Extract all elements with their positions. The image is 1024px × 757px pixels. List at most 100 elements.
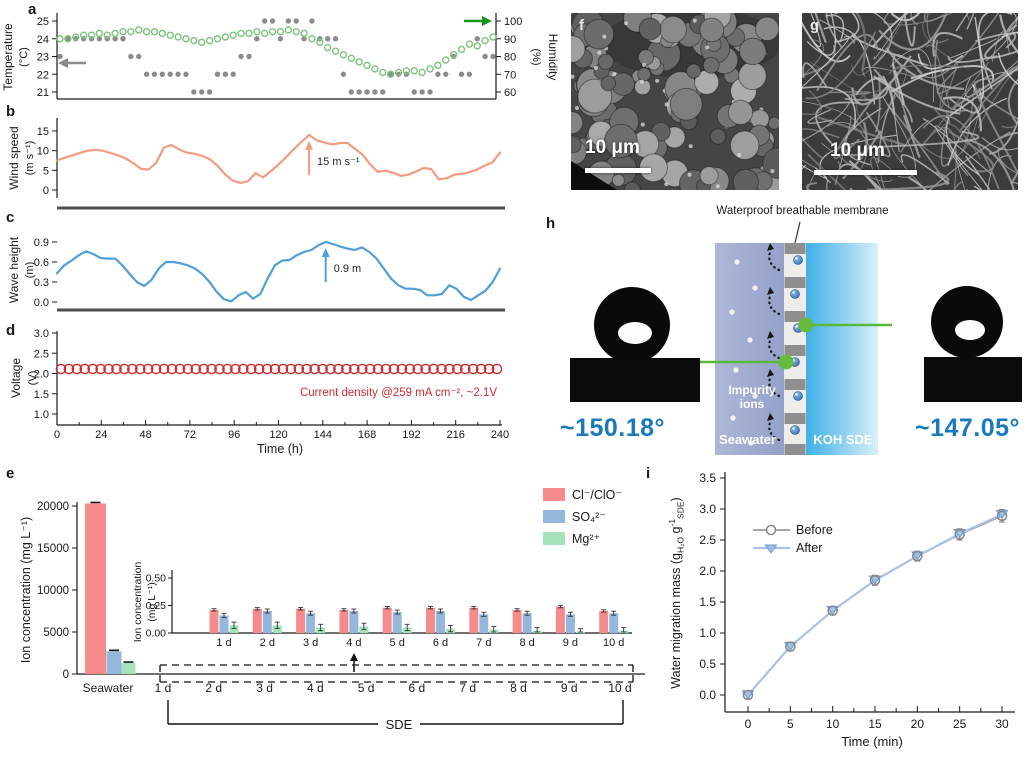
svg-text:3 d: 3 d <box>303 637 318 649</box>
svg-text:Time (h): Time (h) <box>257 442 303 456</box>
svg-text:3.0: 3.0 <box>34 328 49 340</box>
panel-b-label: b <box>6 103 16 120</box>
membrane-label-pointer <box>794 221 801 244</box>
svg-text:1 d: 1 d <box>216 637 231 649</box>
svg-text:7 d: 7 d <box>459 681 476 695</box>
svg-text:72: 72 <box>184 429 196 441</box>
svg-text:0.3: 0.3 <box>34 277 49 289</box>
magnified-region-dashes <box>159 664 634 683</box>
svg-text:0.25: 0.25 <box>146 600 167 612</box>
svg-text:6 d: 6 d <box>409 681 426 695</box>
svg-text:Time (min): Time (min) <box>841 734 903 749</box>
svg-text:9 d: 9 d <box>561 681 578 695</box>
svg-text:Ion concentration: Ion concentration <box>132 562 144 643</box>
panel-h-membrane-schematic <box>570 221 1022 455</box>
svg-text:30: 30 <box>995 717 1009 731</box>
svg-text:22: 22 <box>37 69 49 81</box>
svg-text:10000: 10000 <box>37 585 69 597</box>
svg-text:Temperature: Temperature <box>1 23 15 91</box>
svg-text:0.50: 0.50 <box>146 573 167 585</box>
svg-text:After: After <box>796 541 822 555</box>
panel-d-voltage-chart: 1.0 1.5 2.0 2.5 3.0 0 24 48 72 96 120 144 168 192 216 2… <box>9 328 509 456</box>
scale-bar-g <box>814 170 917 175</box>
svg-text:15000: 15000 <box>37 543 69 555</box>
svg-text:SO₄²⁻: SO₄²⁻ <box>572 510 606 524</box>
svg-text:(mg L⁻¹): (mg L⁻¹) <box>146 582 158 621</box>
svg-text:60: 60 <box>504 87 516 99</box>
svg-text:168: 168 <box>358 429 376 441</box>
svg-text:Humidity: Humidity <box>546 34 560 81</box>
svg-text:2.0: 2.0 <box>34 369 49 381</box>
humidity-axis-arrow <box>464 16 492 26</box>
svg-text:3 d: 3 d <box>256 681 273 695</box>
svg-text:8 d: 8 d <box>519 637 534 649</box>
panel-a-label: a <box>28 1 37 18</box>
svg-text:0: 0 <box>43 185 49 197</box>
svg-text:9 d: 9 d <box>563 637 578 649</box>
svg-text:24: 24 <box>37 34 49 46</box>
svg-text:0.9: 0.9 <box>34 237 49 249</box>
svg-text:Wave height: Wave height <box>7 236 21 303</box>
koh-sde-region-label: KOH SDE <box>813 432 873 447</box>
svg-text:2 d: 2 d <box>205 681 222 695</box>
svg-text:5000: 5000 <box>43 627 69 639</box>
temperature-axis-arrow <box>58 58 86 68</box>
svg-text:90: 90 <box>504 34 516 46</box>
left-contact-angle-value: ~150.18° <box>559 414 666 442</box>
svg-text:0.9 m: 0.9 m <box>334 263 362 275</box>
svg-text:SDE: SDE <box>386 717 413 732</box>
seawater-region-label: Seawater <box>719 432 777 447</box>
membrane-label: Waterproof breathable membrane <box>716 205 889 217</box>
voltage-series <box>55 363 503 375</box>
svg-text:1 d: 1 d <box>155 681 172 695</box>
svg-text:Seawater: Seawater <box>83 681 134 695</box>
svg-text:10: 10 <box>826 717 840 731</box>
scale-bar-f <box>585 168 651 173</box>
panel-b-wind-speed-chart: 0 5 10 15 15 m s⁻¹ Wind speed (m s⁻¹) <box>7 118 505 210</box>
svg-text:10: 10 <box>37 146 49 158</box>
svg-text:(°C): (°C) <box>18 47 30 67</box>
sem-particles-texture <box>571 13 779 190</box>
sde-bracket: SDE <box>167 700 624 732</box>
svg-text:0.0: 0.0 <box>34 297 49 309</box>
membrane-diagram <box>715 243 878 455</box>
wave-height-line <box>55 240 502 303</box>
svg-text:48: 48 <box>139 429 151 441</box>
svg-text:5: 5 <box>787 717 794 731</box>
panel-c-wave-height-chart: 0.0 0.3 0.6 0.9 0.9 m Wave height (m) <box>7 236 505 312</box>
svg-text:2.0: 2.0 <box>699 564 716 578</box>
svg-text:1.0: 1.0 <box>699 626 716 640</box>
svg-text:100: 100 <box>504 16 522 28</box>
before-line <box>747 514 1003 696</box>
sem-fibers-texture <box>802 13 1018 190</box>
panel-a-temperature-humidity-chart: 21 22 23 24 25 60 70 80 90 100 Temperature (°C) (%) H… <box>1 13 560 100</box>
svg-text:5 d: 5 d <box>390 637 405 649</box>
svg-text:0: 0 <box>54 429 60 441</box>
svg-text:Current density @259 mA cm⁻²,: Current density @259 mA cm⁻², ~2.1V <box>300 387 497 399</box>
panel-e-label: e <box>6 465 15 482</box>
svg-text:10 d: 10 d <box>603 637 624 649</box>
svg-text:7 d: 7 d <box>476 637 491 649</box>
panel-h-label: h <box>546 215 556 232</box>
svg-text:Voltage: Voltage <box>9 358 23 398</box>
svg-text:0.0: 0.0 <box>699 688 716 702</box>
svg-text:3.0: 3.0 <box>699 502 716 516</box>
svg-text:(m): (m) <box>24 262 36 279</box>
svg-text:Water migration mass (gH₂O g-1: Water migration mass (gH₂O g-1SDE) <box>667 497 686 688</box>
svg-text:240: 240 <box>491 429 509 441</box>
svg-text:0.6: 0.6 <box>34 257 49 269</box>
svg-text:20: 20 <box>911 717 925 731</box>
scale-bar-label-f: 10 μm <box>585 137 640 158</box>
svg-text:Cl⁻/ClO⁻: Cl⁻/ClO⁻ <box>572 488 622 502</box>
svg-text:25: 25 <box>37 16 49 28</box>
svg-text:(m s⁻¹): (m s⁻¹) <box>24 141 36 176</box>
panel-d-label: d <box>6 322 16 339</box>
svg-text:120: 120 <box>269 429 287 441</box>
svg-text:25: 25 <box>953 717 967 731</box>
svg-text:2 d: 2 d <box>260 637 275 649</box>
svg-text:0.5: 0.5 <box>699 657 716 671</box>
humidity-series <box>56 26 497 78</box>
right-contact-angle-value: ~147.05° <box>914 414 1021 442</box>
scale-bar-label-g: 10 μm <box>830 140 885 161</box>
